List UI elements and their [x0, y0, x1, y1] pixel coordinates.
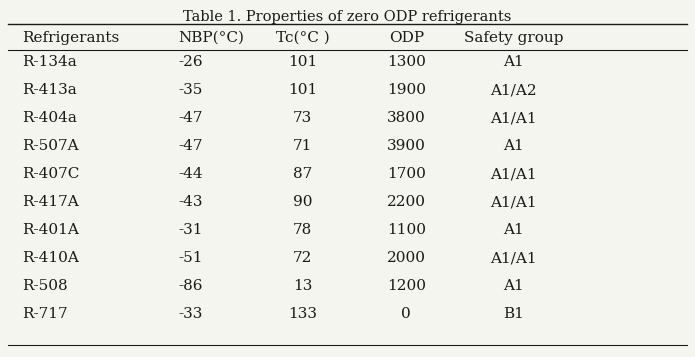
Text: 101: 101: [288, 83, 317, 97]
Text: A1/A1: A1/A1: [490, 195, 537, 209]
Text: -35: -35: [178, 83, 202, 97]
Text: R-410A: R-410A: [22, 251, 79, 265]
Text: 90: 90: [293, 195, 312, 209]
Text: R-134a: R-134a: [22, 55, 77, 69]
Text: -86: -86: [178, 279, 202, 293]
Text: ODP: ODP: [389, 31, 424, 45]
Text: 101: 101: [288, 55, 317, 69]
Text: Table 1. Properties of zero ODP refrigerants: Table 1. Properties of zero ODP refriger…: [183, 10, 512, 24]
Text: -26: -26: [178, 55, 202, 69]
Text: B1: B1: [503, 307, 524, 321]
Text: R-404a: R-404a: [22, 111, 77, 125]
Text: 133: 133: [288, 307, 317, 321]
Text: A1/A1: A1/A1: [490, 111, 537, 125]
Text: 13: 13: [293, 279, 312, 293]
Text: Tc(°C ): Tc(°C ): [276, 31, 329, 45]
Text: R-507A: R-507A: [22, 139, 79, 153]
Text: 3900: 3900: [387, 139, 426, 153]
Text: -44: -44: [178, 167, 202, 181]
Text: R-407C: R-407C: [22, 167, 79, 181]
Text: NBP(°C): NBP(°C): [178, 31, 244, 45]
Text: 73: 73: [293, 111, 312, 125]
Text: Safety group: Safety group: [464, 31, 564, 45]
Text: 1900: 1900: [387, 83, 426, 97]
Text: 1700: 1700: [387, 167, 426, 181]
Text: A1: A1: [503, 55, 524, 69]
Text: 72: 72: [293, 251, 312, 265]
Text: 3800: 3800: [387, 111, 426, 125]
Text: A1/A1: A1/A1: [490, 167, 537, 181]
Text: 2000: 2000: [387, 251, 426, 265]
Text: -51: -51: [178, 251, 202, 265]
Text: 87: 87: [293, 167, 312, 181]
Text: 2200: 2200: [387, 195, 426, 209]
Text: 0: 0: [402, 307, 411, 321]
Text: A1: A1: [503, 279, 524, 293]
Text: -33: -33: [178, 307, 202, 321]
Text: 71: 71: [293, 139, 312, 153]
Text: R-508: R-508: [22, 279, 68, 293]
Text: 78: 78: [293, 223, 312, 237]
Text: -43: -43: [178, 195, 202, 209]
Text: -47: -47: [178, 111, 202, 125]
Text: -31: -31: [178, 223, 202, 237]
Text: R-417A: R-417A: [22, 195, 79, 209]
Text: R-717: R-717: [22, 307, 68, 321]
Text: A1/A1: A1/A1: [490, 251, 537, 265]
Text: -47: -47: [178, 139, 202, 153]
Text: 1200: 1200: [387, 279, 426, 293]
Text: 1300: 1300: [387, 55, 426, 69]
Text: A1: A1: [503, 139, 524, 153]
Text: Refrigerants: Refrigerants: [22, 31, 120, 45]
Text: A1: A1: [503, 223, 524, 237]
Text: A1/A2: A1/A2: [490, 83, 537, 97]
Text: R-413a: R-413a: [22, 83, 77, 97]
Text: 1100: 1100: [387, 223, 426, 237]
Text: R-401A: R-401A: [22, 223, 79, 237]
